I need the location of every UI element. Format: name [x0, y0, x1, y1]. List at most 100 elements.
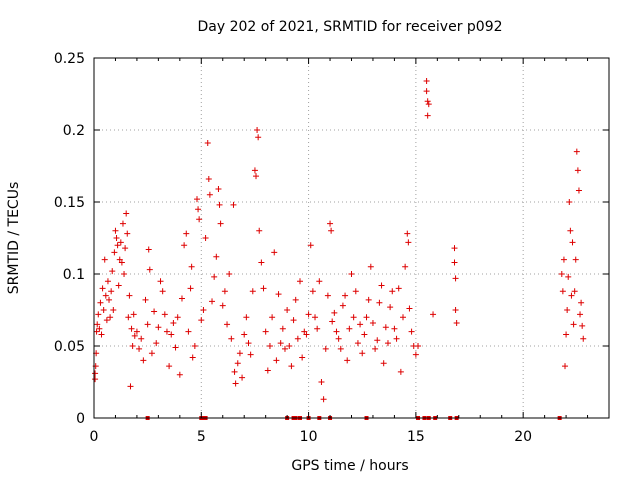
data-point [570, 321, 577, 328]
data-point [430, 311, 437, 318]
data-point [181, 242, 188, 249]
data-point [559, 288, 566, 295]
data-point [111, 249, 118, 256]
data-point [423, 88, 430, 95]
data-point [97, 299, 104, 306]
data-point [258, 259, 265, 266]
data-point [269, 314, 276, 321]
data-point [102, 292, 109, 299]
data-point [155, 324, 162, 331]
data-point [290, 317, 297, 324]
data-point [579, 322, 586, 329]
data-point [114, 242, 121, 249]
data-point [389, 288, 396, 295]
data-point [376, 299, 383, 306]
data-point [104, 278, 111, 285]
data-point [569, 239, 576, 246]
data-point [239, 374, 246, 381]
data-point [425, 101, 432, 108]
y-tick-label: 0.1 [63, 267, 85, 283]
data-point [127, 383, 134, 390]
data-point [580, 335, 587, 342]
data-point [138, 335, 145, 342]
data-point [451, 245, 458, 252]
data-point [562, 363, 569, 370]
data-point [92, 370, 99, 377]
data-point [125, 314, 132, 321]
data-point [103, 317, 110, 324]
data-point [93, 328, 100, 335]
data-point [94, 321, 101, 328]
data-point [393, 335, 400, 342]
series-layer [92, 78, 587, 420]
data-point [128, 325, 135, 332]
data-point [254, 127, 261, 133]
data-point [243, 314, 250, 321]
data-point [316, 278, 323, 285]
data-point [231, 368, 238, 375]
data-point [333, 328, 340, 335]
tick-layer: 0 0.05 0.1 0.15 0.2 0.25 0 5 10 15 20 [54, 51, 609, 445]
data-point [359, 350, 366, 357]
data-point [200, 307, 207, 313]
data-point [205, 175, 212, 182]
data-point [92, 376, 99, 383]
data-point [400, 314, 406, 321]
data-point [297, 278, 303, 285]
data-point [198, 317, 205, 324]
x-axis-label: GPS time / hours [291, 458, 408, 474]
data-point [194, 196, 200, 203]
data-point [219, 302, 226, 309]
data-point [249, 288, 256, 295]
data-point [288, 363, 295, 370]
data-point [234, 360, 241, 367]
data-point [159, 288, 166, 295]
data-point [215, 186, 222, 193]
data-point [382, 324, 389, 331]
data-point [318, 379, 325, 385]
data-point [314, 325, 321, 332]
data-point [206, 191, 213, 198]
x-tick-label: 0 [90, 429, 99, 445]
data-point [188, 263, 195, 270]
y-tick-label: 0 [76, 411, 85, 427]
data-point [202, 235, 209, 241]
data-point [174, 314, 181, 321]
x-tick-label: 10 [300, 429, 318, 445]
y-tick-label: 0.25 [54, 51, 85, 67]
data-point [178, 295, 185, 302]
data-point [98, 331, 105, 338]
data-point [560, 256, 567, 263]
data-point [423, 78, 430, 85]
data-point [309, 288, 316, 295]
data-point [452, 307, 459, 313]
data-point [211, 273, 218, 280]
y-tick-label: 0.15 [54, 195, 85, 211]
data-point [292, 296, 299, 303]
data-point [123, 210, 130, 217]
data-point [232, 380, 239, 387]
data-point [144, 321, 151, 328]
data-point [130, 311, 137, 318]
data-point [372, 345, 379, 352]
data-point [572, 256, 579, 263]
data-point [195, 206, 202, 213]
data-point [216, 201, 223, 208]
data-point [126, 292, 133, 299]
data-point [191, 343, 198, 349]
data-point [256, 227, 263, 234]
data-point [117, 239, 124, 246]
data-point [344, 357, 351, 364]
data-point [568, 292, 575, 299]
data-point [320, 396, 327, 403]
data-point [236, 350, 243, 357]
data-point [221, 288, 228, 295]
data-point [365, 296, 372, 303]
data-point [112, 227, 119, 234]
data-point [245, 340, 252, 347]
data-point [204, 139, 211, 146]
data-point [574, 167, 581, 174]
y-tick-label: 0.2 [63, 123, 85, 139]
data-point [146, 266, 153, 273]
data-point [121, 271, 128, 277]
